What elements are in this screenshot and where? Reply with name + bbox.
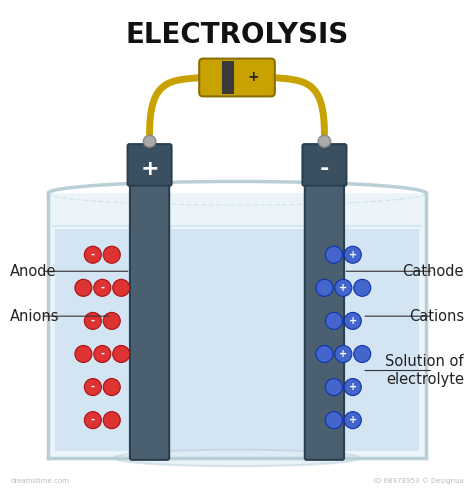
Circle shape	[75, 280, 92, 296]
Circle shape	[103, 246, 120, 263]
Text: +: +	[248, 70, 259, 85]
Circle shape	[75, 346, 92, 362]
Circle shape	[316, 280, 333, 296]
Circle shape	[335, 346, 352, 362]
Circle shape	[84, 312, 101, 330]
Text: Solution of
electrolyte: Solution of electrolyte	[385, 354, 464, 386]
Text: -: -	[100, 283, 104, 293]
Circle shape	[84, 412, 101, 428]
Text: +: +	[339, 349, 347, 359]
Text: dreamstime.com: dreamstime.com	[10, 478, 69, 484]
FancyBboxPatch shape	[128, 144, 172, 186]
Circle shape	[103, 412, 120, 428]
FancyBboxPatch shape	[48, 194, 426, 458]
Circle shape	[335, 280, 352, 296]
Bar	[55, 228, 419, 451]
Text: +: +	[140, 159, 159, 179]
Text: ELECTROLYSIS: ELECTROLYSIS	[126, 21, 348, 49]
FancyBboxPatch shape	[302, 144, 346, 186]
Text: -: -	[91, 415, 95, 425]
Circle shape	[84, 246, 101, 263]
Text: -: -	[91, 250, 95, 260]
Text: Anions: Anions	[10, 308, 60, 324]
Circle shape	[354, 280, 371, 296]
Circle shape	[325, 412, 342, 428]
Text: ID 68978953 © Designua: ID 68978953 © Designua	[374, 478, 464, 484]
Text: +: +	[349, 415, 357, 425]
FancyBboxPatch shape	[199, 58, 275, 96]
Text: -: -	[320, 159, 329, 179]
Circle shape	[344, 312, 361, 330]
Circle shape	[103, 312, 120, 330]
Ellipse shape	[114, 450, 360, 466]
Circle shape	[325, 312, 342, 330]
Circle shape	[113, 346, 130, 362]
Text: Cations: Cations	[409, 308, 464, 324]
Ellipse shape	[143, 136, 156, 147]
Circle shape	[325, 378, 342, 396]
Text: +: +	[339, 283, 347, 293]
Circle shape	[94, 346, 111, 362]
Text: -: -	[91, 382, 95, 392]
Circle shape	[344, 412, 361, 428]
Circle shape	[354, 346, 371, 362]
FancyBboxPatch shape	[130, 177, 169, 460]
Text: Cathode: Cathode	[402, 264, 464, 279]
Circle shape	[325, 246, 342, 263]
Circle shape	[316, 346, 333, 362]
Text: +: +	[349, 382, 357, 392]
Ellipse shape	[318, 136, 331, 147]
Bar	[222, 62, 234, 94]
Circle shape	[344, 246, 361, 263]
Text: +: +	[349, 250, 357, 260]
Circle shape	[113, 280, 130, 296]
FancyBboxPatch shape	[305, 177, 344, 460]
Circle shape	[94, 280, 111, 296]
Text: Anode: Anode	[10, 264, 57, 279]
Text: -: -	[91, 316, 95, 326]
Circle shape	[344, 378, 361, 396]
Circle shape	[103, 378, 120, 396]
Text: -: -	[100, 349, 104, 359]
Circle shape	[84, 378, 101, 396]
Text: +: +	[349, 316, 357, 326]
